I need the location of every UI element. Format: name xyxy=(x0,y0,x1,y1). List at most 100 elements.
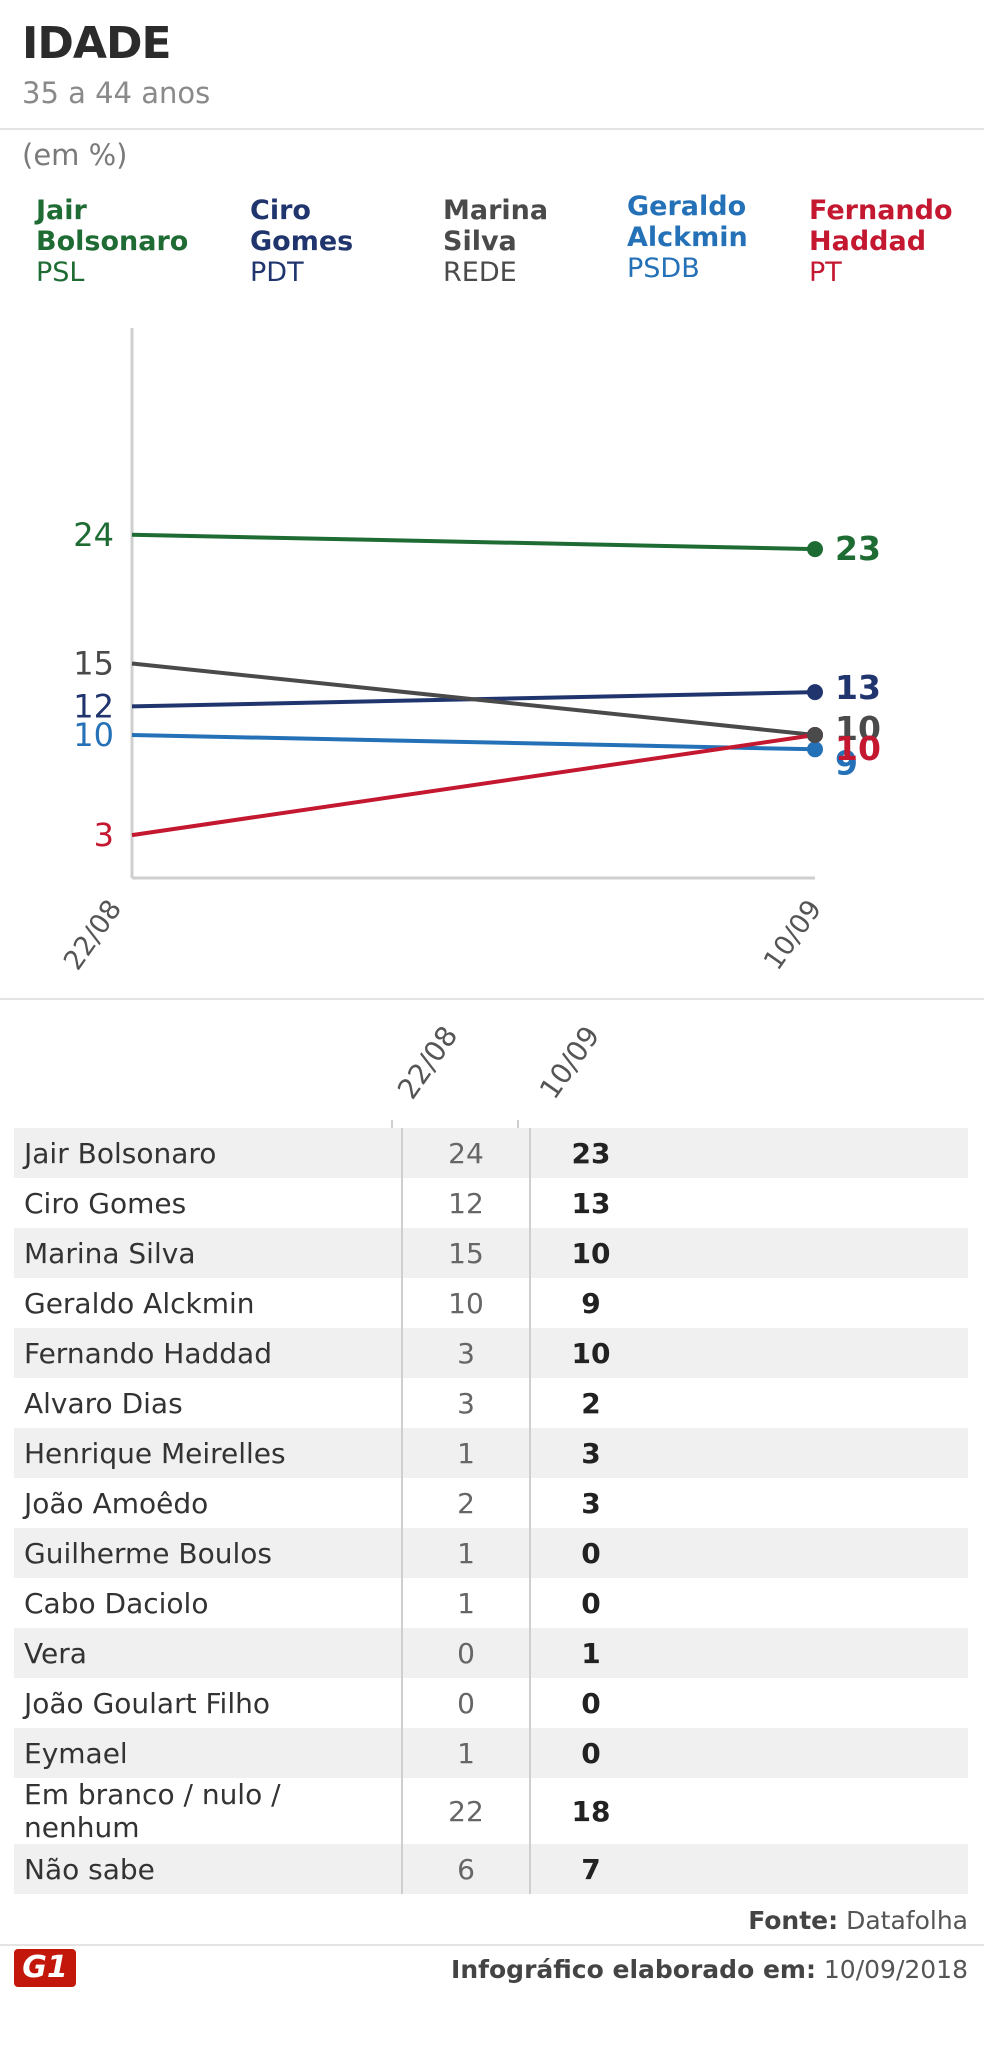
table-cell-value-10-09: 18 xyxy=(529,1778,651,1844)
table-row: Fernando Haddad 3 10 xyxy=(14,1328,968,1378)
series-line xyxy=(131,733,816,752)
table-cell-value-22-08: 1 xyxy=(401,1728,530,1778)
table-cell-value-22-08: 22 xyxy=(401,1778,530,1844)
table-cell-value-22-08: 0 xyxy=(401,1628,530,1678)
legend-party: PT xyxy=(809,257,842,288)
series-line xyxy=(131,733,816,838)
table-cell-spacer xyxy=(651,1328,968,1378)
series-line xyxy=(131,661,816,737)
page-subtitle: 35 a 44 anos xyxy=(22,76,211,110)
table-cell-value-10-09: 0 xyxy=(529,1678,651,1728)
table-cell-value-22-08: 24 xyxy=(401,1128,530,1178)
table-body: Jair Bolsonaro 24 23 Ciro Gomes 12 13 Marina S… xyxy=(14,1128,968,1894)
series-endpoint-overlay xyxy=(807,727,823,743)
legend-name-last: Haddad xyxy=(809,226,927,257)
legend-party: PSDB xyxy=(627,253,700,284)
table-cell-name: Em branco / nulo / nenhum xyxy=(24,1778,281,1844)
table-cell-value-22-08: 0 xyxy=(401,1678,530,1728)
table-cell-value-10-09: 10 xyxy=(529,1328,651,1378)
legend-name-last: Alckmin xyxy=(627,222,748,253)
table-cell-value-10-09: 13 xyxy=(529,1178,651,1228)
x-tick-label: 10/09 xyxy=(758,894,828,976)
table-cell-spacer xyxy=(651,1278,968,1328)
table-row: Marina Silva 15 10 xyxy=(14,1228,968,1278)
legend-party: PSL xyxy=(36,257,85,288)
legend-name-last: Gomes xyxy=(250,226,354,257)
table-cell-value-22-08: 1 xyxy=(401,1428,530,1478)
table-cell-value-22-08: 1 xyxy=(401,1528,530,1578)
legend-item-marina: Marina Silva REDE xyxy=(443,195,548,288)
table-row: João Amoêdo 2 3 xyxy=(14,1478,968,1528)
table-cell-name: Henrique Meirelles xyxy=(14,1428,402,1478)
results-table: Jair Bolsonaro 24 23 Ciro Gomes 12 13 Marina S… xyxy=(14,1128,968,1894)
series-endpoint xyxy=(807,741,823,758)
x-tick-label: 22/08 xyxy=(58,894,128,976)
legend-name-last: Bolsonaro xyxy=(36,226,189,257)
table-cell-value-22-08: 10 xyxy=(401,1278,530,1328)
data-label-end: 13 xyxy=(835,668,881,707)
table-cell-name: Eymael xyxy=(14,1728,402,1778)
table-cell-name: Vera xyxy=(14,1628,402,1678)
table-cell-spacer xyxy=(651,1578,968,1628)
table-row: Geraldo Alckmin 10 9 xyxy=(14,1278,968,1328)
table-cell-name: Geraldo Alckmin xyxy=(24,1286,255,1320)
table-cell-name: Marina Silva xyxy=(14,1228,402,1278)
table-cell-value-22-08: 2 xyxy=(401,1478,530,1528)
table-row: João Goulart Filho 0 0 xyxy=(14,1678,968,1728)
legend-party: PDT xyxy=(250,257,304,288)
table-cell-value-10-09: 0 xyxy=(529,1578,651,1628)
table-cell-name: Jair Bolsonaro xyxy=(14,1128,402,1178)
table-cell-spacer xyxy=(651,1528,968,1578)
table-row: Não sabe 6 7 xyxy=(14,1844,968,1894)
page-title: IDADE xyxy=(22,18,172,69)
data-label-end: 9 xyxy=(835,743,858,782)
table-cell-spacer xyxy=(651,1678,968,1728)
table-cell-name: Fernando Haddad xyxy=(14,1328,402,1378)
table-cell-name: Alvaro Dias xyxy=(24,1386,183,1420)
source-value: Datafolha xyxy=(846,1906,968,1935)
table-cell-value-10-09: 9 xyxy=(529,1278,651,1328)
table-cell-name: Ciro Gomes xyxy=(24,1186,187,1220)
data-label-start: 3 xyxy=(94,816,114,854)
table-row: Ciro Gomes 12 13 xyxy=(14,1178,968,1228)
table-cell-value-10-09: 10 xyxy=(529,1228,651,1278)
section-divider xyxy=(0,998,984,1000)
series-endpoint xyxy=(807,684,823,701)
table-cell-name: João Amoêdo xyxy=(24,1486,209,1520)
table-cell-value-22-08: 1 xyxy=(401,1578,530,1628)
table-cell-name: Cabo Daciolo xyxy=(24,1586,209,1620)
table-cell-spacer xyxy=(651,1778,968,1844)
source-label: Fonte: xyxy=(748,1906,839,1935)
g1-logo: G1 xyxy=(14,1949,76,1987)
footer-rule xyxy=(0,1944,984,1946)
table-cell-spacer xyxy=(651,1628,968,1678)
legend-name-first: Jair xyxy=(36,195,87,226)
legend-name-first: Fernando xyxy=(809,195,953,226)
header-divider xyxy=(0,128,984,130)
table-row: Alvaro Dias 3 2 xyxy=(14,1378,968,1428)
data-label-end: 10 xyxy=(835,729,881,768)
table-header-tick xyxy=(517,1120,519,1128)
table-cell-name: Não sabe xyxy=(14,1844,402,1894)
legend-item-ciro: Ciro Gomes PDT xyxy=(250,195,353,288)
table-cell-value-10-09: 3 xyxy=(529,1478,651,1528)
table-row: Henrique Meirelles 1 3 xyxy=(14,1428,968,1478)
table-row: Cabo Daciolo 1 0 xyxy=(14,1578,968,1628)
table-cell-spacer xyxy=(651,1378,968,1428)
data-label-start: 15 xyxy=(73,645,114,683)
table-row: Guilherme Boulos 1 0 xyxy=(14,1528,968,1578)
table-cell-value-22-08: 6 xyxy=(401,1844,530,1894)
table-cell-spacer xyxy=(651,1178,968,1228)
legend-item-alckmin: Geraldo Alckmin PSDB xyxy=(627,191,748,284)
series-line xyxy=(131,532,816,552)
footer-note: Infográfico elaborado em: 10/09/2018 xyxy=(451,1955,968,1984)
table-row: Vera 0 1 xyxy=(14,1628,968,1678)
table-cell-spacer xyxy=(651,1728,968,1778)
legend-item-bolsonaro: Jair Bolsonaro PSL xyxy=(36,195,188,288)
footer-note-label: Infográfico elaborado em: xyxy=(451,1955,816,1984)
table-header-col1: 22/08 xyxy=(390,1019,465,1105)
legend-name-first: Ciro xyxy=(250,195,311,226)
table-cell-value-22-08: 12 xyxy=(401,1178,530,1228)
table-header-col2: 10/09 xyxy=(532,1019,607,1105)
